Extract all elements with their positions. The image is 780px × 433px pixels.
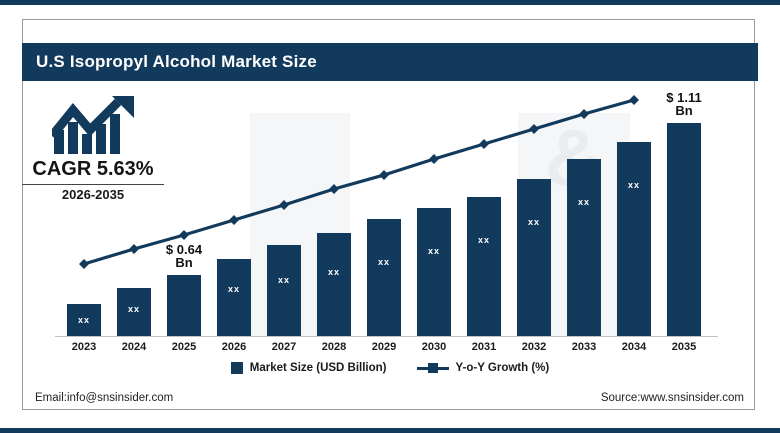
chart-legend: Market Size (USD Billion) Y-o-Y Growth (… [0,362,780,374]
bar-series-swatch-icon [230,362,243,374]
bottom-accent-bar [0,428,780,433]
background-watermark [250,113,350,337]
legend-item-market-size: Market Size (USD Billion) [230,362,387,374]
cagr-divider [22,184,164,185]
cagr-value: CAGR 5.63% [32,158,154,180]
line-series-swatch-icon [416,362,449,374]
title-bar: U.S Isopropyl Alcohol Market Size [22,43,758,81]
legend-item-yoy-growth: Y-o-Y Growth (%) [416,362,550,374]
top-accent-bar [0,0,780,5]
cagr-period: 2026-2035 [61,187,125,202]
legend-label: Market Size (USD Billion) [249,362,387,374]
cagr-block: CAGR 5.63% 2026-2035 [18,96,168,202]
footer-email: Email:info@snsinsider.com [35,392,174,404]
watermark-ampersand: & [545,113,603,202]
growth-chart-icon [52,96,134,154]
page-title: U.S Isopropyl Alcohol Market Size [36,52,317,71]
footer-source: Source:www.snsinsider.com [600,392,744,404]
legend-label: Y-o-Y Growth (%) [455,362,550,374]
